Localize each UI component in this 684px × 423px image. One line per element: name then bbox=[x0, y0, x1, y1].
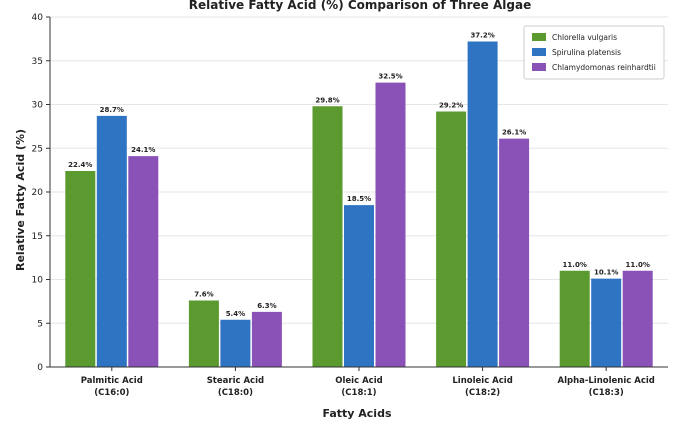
bar-chlorella-vulgaris bbox=[436, 111, 467, 367]
x-tick-label: Alpha-Linolenic Acid bbox=[558, 376, 655, 386]
bar-chlamydomonas-reinhardtii bbox=[128, 156, 159, 367]
bar-value-label: 37.2% bbox=[470, 32, 494, 40]
legend-swatch bbox=[532, 48, 546, 56]
y-tick-label: 35 bbox=[32, 57, 43, 67]
y-tick-label: 20 bbox=[32, 188, 44, 198]
bar-chlamydomonas-reinhardtii bbox=[251, 311, 282, 367]
x-tick-label: (C18:0) bbox=[218, 388, 253, 398]
bar-spirulina-platensis bbox=[344, 205, 374, 367]
y-tick-label: 15 bbox=[32, 232, 43, 242]
y-tick-label: 40 bbox=[32, 13, 44, 23]
bar-value-label: 6.3% bbox=[257, 302, 276, 310]
y-tick-label: 30 bbox=[32, 101, 44, 111]
bar-value-label: 29.8% bbox=[315, 96, 339, 104]
bar-chlamydomonas-reinhardtii bbox=[622, 270, 653, 367]
bar-value-label: 28.7% bbox=[100, 106, 124, 114]
bar-value-label: 32.5% bbox=[378, 73, 402, 81]
bar-spirulina-platensis bbox=[591, 278, 622, 367]
x-tick-label: Palmitic Acid bbox=[81, 376, 143, 386]
bar-value-label: 5.4% bbox=[226, 310, 245, 318]
x-tick-label: (C18:3) bbox=[589, 388, 624, 398]
bar-chlamydomonas-reinhardtii bbox=[499, 138, 530, 367]
y-tick-label: 10 bbox=[32, 276, 44, 286]
bar-value-label: 26.1% bbox=[502, 129, 526, 137]
legend-label: Chlorella vulgaris bbox=[552, 33, 617, 42]
legend: Chlorella vulgaris Spirulina platensis Chl… bbox=[523, 25, 665, 80]
x-tick-label: Oleic Acid bbox=[335, 376, 382, 386]
y-tick-label: 5 bbox=[37, 319, 43, 329]
bar-chlorella-vulgaris bbox=[188, 300, 219, 367]
legend-label: Spirulina platensis bbox=[552, 48, 621, 57]
bar-spirulina-platensis bbox=[220, 319, 251, 367]
bars bbox=[65, 41, 653, 367]
legend-box bbox=[523, 25, 665, 80]
bar-spirulina-platensis bbox=[96, 115, 127, 367]
legend-label: Chlamydomonas reinhardtii bbox=[552, 63, 656, 72]
bar-value-label: 24.1% bbox=[131, 146, 155, 154]
x-tick-label: (C16:0) bbox=[94, 388, 129, 398]
legend-swatch bbox=[532, 33, 546, 41]
bar-chlamydomonas-reinhardtii bbox=[375, 82, 406, 367]
x-axis-title: Fatty Acids bbox=[322, 407, 391, 420]
axes: 0 5 10 15 20 25 30 35 40 Palmitic Acid (C16:0) Stea… bbox=[32, 13, 668, 398]
y-tick-label: 25 bbox=[32, 144, 43, 154]
y-tick-label: 0 bbox=[37, 363, 43, 373]
bar-chlorella-vulgaris bbox=[559, 270, 590, 367]
chart-title: Relative Fatty Acid (%) Comparison of Th… bbox=[189, 0, 531, 12]
bar-spirulina-platensis bbox=[467, 41, 498, 367]
data-labels: 22.4% 28.7% 24.1% 7.6% 5.4% 6.3% 29.8% 18.5% 32.… bbox=[68, 32, 650, 318]
x-tick-label: Stearic Acid bbox=[207, 376, 264, 386]
bar-chlorella-vulgaris bbox=[312, 106, 343, 367]
legend-swatch bbox=[532, 63, 546, 71]
y-axis-title: Relative Fatty Acid (%) bbox=[14, 129, 27, 271]
bar-chlorella-vulgaris bbox=[65, 171, 96, 367]
bar-value-label: 11.0% bbox=[626, 261, 650, 269]
bar-value-label: 22.4% bbox=[68, 161, 92, 169]
bar-value-label: 29.2% bbox=[439, 102, 463, 110]
x-tick-label: Linoleic Acid bbox=[452, 376, 512, 386]
bar-value-label: 18.5% bbox=[347, 195, 371, 203]
x-tick-label: (C18:2) bbox=[465, 388, 500, 398]
x-tick-label: (C18:1) bbox=[341, 388, 376, 398]
bar-value-label: 7.6% bbox=[194, 291, 213, 299]
bar-value-label: 11.0% bbox=[563, 261, 587, 269]
bar-value-label: 10.1% bbox=[594, 269, 618, 277]
